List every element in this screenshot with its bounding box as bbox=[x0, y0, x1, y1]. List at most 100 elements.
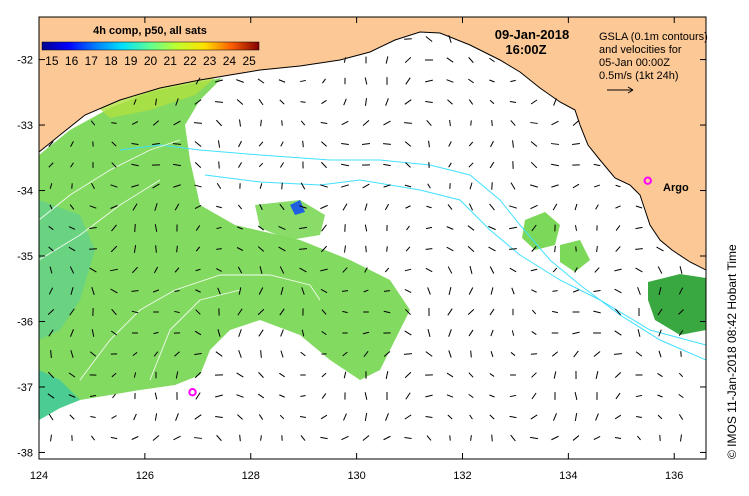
velocity-arrow bbox=[447, 204, 453, 210]
velocity-arrow bbox=[404, 141, 412, 147]
velocity-arrow bbox=[658, 350, 662, 358]
velocity-arrow bbox=[446, 394, 454, 398]
velocity-arrow bbox=[448, 35, 452, 43]
velocity-arrow bbox=[321, 309, 327, 315]
velocity-arrow bbox=[237, 204, 243, 210]
velocity-arrow bbox=[468, 141, 474, 147]
velocity-arrow bbox=[383, 351, 391, 357]
velocity-arrow bbox=[48, 225, 54, 231]
velocity-arrow bbox=[635, 394, 643, 398]
velocity-arrow bbox=[175, 413, 179, 421]
velocity-arrow bbox=[110, 436, 118, 440]
x-tick-label: 128 bbox=[242, 470, 260, 482]
velocity-arrow bbox=[470, 350, 472, 358]
velocity-arrow bbox=[322, 78, 326, 84]
velocity-arrow bbox=[237, 308, 243, 316]
velocity-arrow bbox=[490, 140, 494, 148]
argo-marker bbox=[643, 176, 652, 185]
velocity-arrow bbox=[258, 98, 264, 106]
velocity-arrow bbox=[47, 371, 55, 379]
velocity-arrow bbox=[468, 329, 474, 337]
velocity-arrow bbox=[69, 308, 75, 316]
colorbar-labels: 15 16 17 18 19 20 21 22 23 24 25 bbox=[45, 54, 256, 68]
velocity-arrow bbox=[530, 122, 538, 124]
velocity-arrow bbox=[404, 122, 412, 124]
velocity-arrow bbox=[509, 415, 517, 419]
velocity-arrow bbox=[320, 141, 328, 147]
velocity-arrow bbox=[405, 205, 411, 209]
velocity-arrow bbox=[238, 140, 242, 148]
velocity-arrow bbox=[554, 245, 556, 253]
velocity-arrow bbox=[489, 57, 495, 63]
velocity-arrow bbox=[488, 225, 496, 231]
velocity-arrow bbox=[657, 394, 663, 398]
velocity-arrow bbox=[281, 182, 283, 190]
velocity-arrow bbox=[658, 287, 662, 295]
velocity-arrow bbox=[70, 329, 74, 337]
velocity-arrow bbox=[110, 184, 118, 188]
velocity-arrow bbox=[91, 182, 95, 190]
velocity-arrow bbox=[194, 437, 202, 439]
velocity-arrow bbox=[635, 205, 643, 209]
velocity-arrow bbox=[447, 99, 453, 105]
velocity-arrow bbox=[552, 203, 558, 211]
velocity-arrow bbox=[258, 141, 264, 147]
velocity-arrow bbox=[154, 203, 158, 211]
velocity-arrow bbox=[111, 141, 117, 147]
velocity-arrow bbox=[448, 329, 452, 337]
velocity-arrow bbox=[448, 287, 452, 295]
velocity-arrow bbox=[678, 393, 684, 399]
velocity-arrow bbox=[279, 99, 285, 105]
velocity-arrow bbox=[195, 392, 201, 400]
velocity-arrow bbox=[364, 98, 368, 106]
velocity-arrow bbox=[215, 119, 223, 127]
velocity-arrow bbox=[320, 414, 328, 420]
velocity-arrow bbox=[510, 182, 516, 190]
date-text: 09-Jan-2018 bbox=[495, 27, 569, 42]
velocity-arrow bbox=[574, 391, 578, 401]
velocity-arrow bbox=[510, 434, 516, 442]
velocity-arrow bbox=[133, 99, 137, 105]
colorbar-label: 18 bbox=[104, 54, 118, 68]
velocity-arrow bbox=[490, 351, 494, 357]
velocity-arrow bbox=[155, 245, 157, 253]
velocity-arrow bbox=[530, 141, 538, 147]
velocity-arrow bbox=[615, 246, 621, 252]
velocity-arrow bbox=[489, 99, 495, 105]
velocity-arrow bbox=[236, 79, 244, 83]
velocity-arrow bbox=[446, 246, 454, 252]
velocity-arrow bbox=[194, 184, 202, 188]
velocity-arrow bbox=[49, 266, 53, 274]
velocity-arrow bbox=[194, 99, 202, 105]
velocity-arrow bbox=[635, 267, 643, 273]
sst-patch-warm bbox=[90, 78, 215, 118]
velocity-arrow bbox=[510, 352, 516, 356]
velocity-arrow bbox=[614, 437, 622, 439]
velocity-arrow bbox=[110, 245, 118, 253]
x-tick-label: 126 bbox=[136, 470, 154, 482]
colorbar-label: 16 bbox=[65, 54, 79, 68]
velocity-arrow bbox=[383, 184, 391, 188]
velocity-arrow bbox=[258, 372, 264, 378]
velocity-arrow bbox=[383, 310, 391, 314]
velocity-arrow bbox=[552, 267, 558, 273]
velocity-arrow bbox=[405, 392, 411, 400]
velocity-arrow bbox=[531, 331, 537, 335]
gsla-note-line1: GSLA (0.1m contours) bbox=[599, 31, 708, 43]
velocity-arrow bbox=[615, 184, 621, 188]
velocity-arrow bbox=[404, 99, 412, 105]
velocity-arrow bbox=[468, 99, 474, 105]
velocity-arrow bbox=[89, 267, 97, 273]
velocity-arrow bbox=[404, 371, 412, 379]
velocity-arrow bbox=[258, 414, 264, 420]
sst-patch-mid bbox=[255, 200, 325, 240]
velocity-arrow bbox=[131, 290, 139, 292]
velocity-arrow bbox=[278, 225, 286, 231]
velocity-arrow bbox=[553, 371, 557, 379]
velocity-arrow bbox=[174, 290, 180, 292]
sst-patch-cool bbox=[39, 370, 80, 420]
velocity-arrow bbox=[48, 287, 54, 295]
velocity-arrow bbox=[49, 183, 53, 189]
velocity-arrow bbox=[470, 435, 472, 441]
velocity-arrow bbox=[258, 329, 264, 337]
